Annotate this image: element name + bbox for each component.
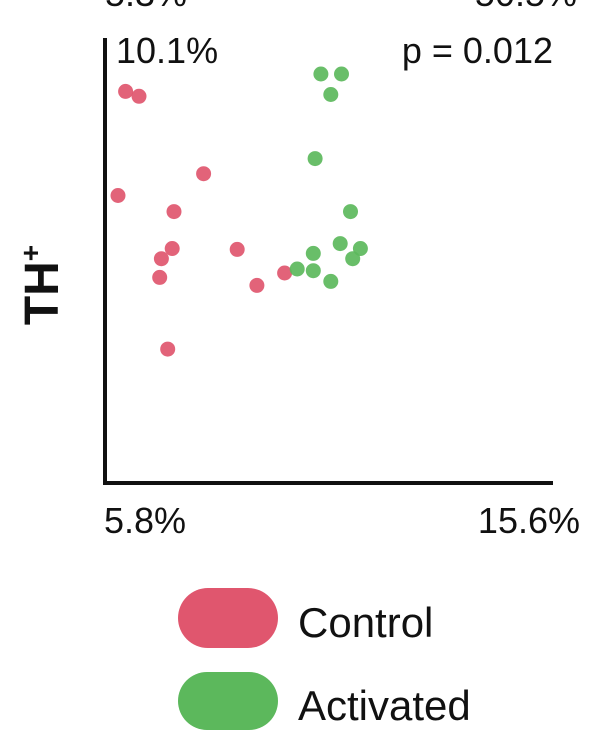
data-point-control-3 <box>110 188 126 203</box>
data-point-activated-3 <box>323 87 339 102</box>
data-point-activated-12 <box>323 273 339 289</box>
y-axis-label-main: TH <box>16 261 69 325</box>
data-point-activated-6 <box>332 236 348 252</box>
data-points <box>110 66 368 357</box>
data-point-control-12 <box>160 341 176 357</box>
x-tick-label-max: 15.6% <box>478 500 580 541</box>
data-point-control-11 <box>277 265 293 281</box>
quadrant-percentage-label: 10.1% <box>116 30 218 71</box>
x-tick-label-min: 5.8% <box>104 500 186 541</box>
data-point-activated-10 <box>289 261 305 277</box>
data-point-activated-11 <box>305 263 321 279</box>
data-point-control-7 <box>153 251 169 267</box>
data-point-control-8 <box>152 269 168 285</box>
legend-swatch-activated <box>178 672 278 730</box>
data-point-activated-8 <box>305 245 321 261</box>
data-point-control-5 <box>166 204 182 220</box>
data-point-control-6 <box>164 241 180 256</box>
legend-swatch-control <box>178 588 278 648</box>
data-point-activated-2 <box>334 66 349 82</box>
data-point-activated-7 <box>352 241 368 256</box>
data-point-activated-9 <box>345 251 361 267</box>
legend-label-activated: Activated <box>298 682 471 729</box>
data-point-control-10 <box>249 277 265 293</box>
data-point-control-1 <box>118 83 134 99</box>
data-point-activated-1 <box>313 66 329 82</box>
data-point-activated-5 <box>343 204 358 220</box>
y-axis-label: TH+ <box>15 245 69 325</box>
y-axis-label-superscript: + <box>15 245 46 261</box>
legend: Control Activated <box>178 588 471 730</box>
legend-label-control: Control <box>298 599 433 646</box>
data-point-control-9 <box>229 241 245 257</box>
top-left-partial-label: 5.3% <box>105 0 187 14</box>
p-value-label: p = 0.012 <box>402 30 553 71</box>
top-right-partial-label: 50.5% <box>475 0 577 14</box>
data-point-control-2 <box>131 88 147 104</box>
data-point-activated-4 <box>307 151 323 167</box>
data-point-control-4 <box>196 166 212 182</box>
